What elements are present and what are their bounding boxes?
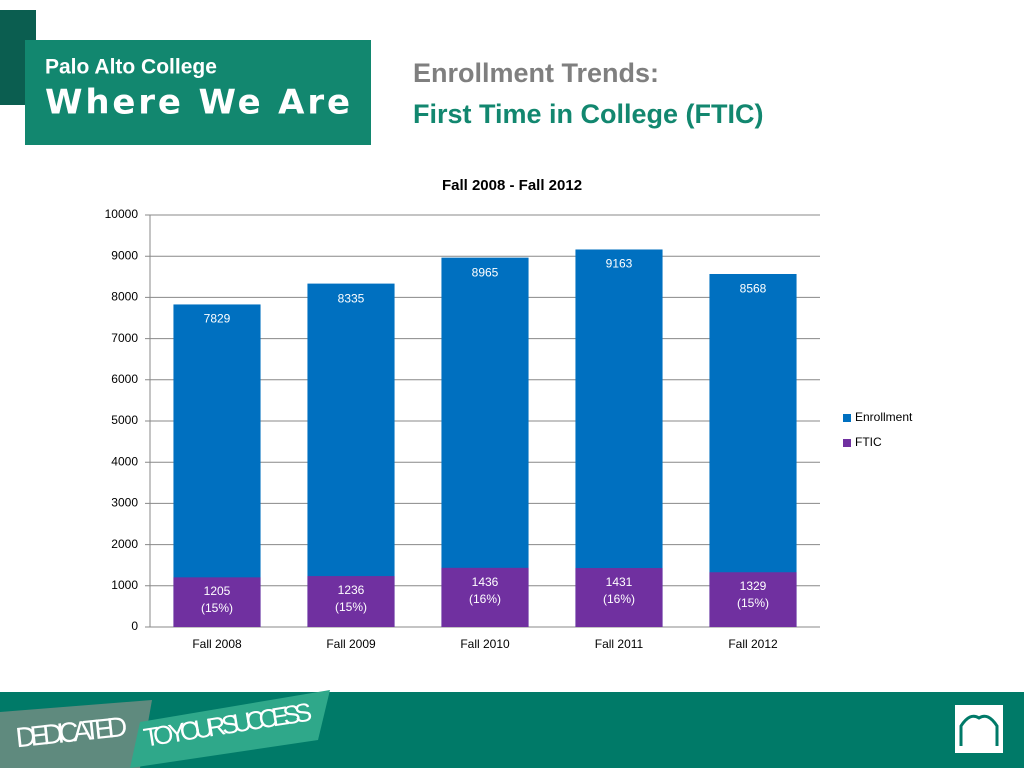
data-label: 1431 (16%) bbox=[602, 575, 636, 607]
data-label: 8965 bbox=[471, 265, 499, 280]
bar bbox=[307, 283, 395, 627]
data-label: 1436 (16%) bbox=[468, 574, 502, 606]
bar bbox=[709, 273, 797, 627]
y-tick-label: 2000 bbox=[111, 537, 138, 551]
bar bbox=[575, 249, 663, 627]
slide-title: Enrollment Trends: bbox=[413, 58, 659, 88]
x-tick-label: Fall 2011 bbox=[595, 637, 644, 651]
data-label: 7829 bbox=[203, 311, 231, 326]
legend-swatch bbox=[843, 439, 851, 447]
bar bbox=[575, 568, 663, 627]
bar bbox=[173, 577, 261, 627]
data-label: 8335 bbox=[337, 291, 365, 306]
logo-arch bbox=[959, 714, 999, 746]
y-tick-label: 10000 bbox=[105, 207, 139, 221]
legend-label: FTIC bbox=[855, 435, 882, 449]
x-tick-label: Fall 2009 bbox=[326, 637, 376, 651]
bar bbox=[709, 572, 797, 627]
y-tick-label: 0 bbox=[131, 619, 138, 633]
tagline: Where We Are bbox=[45, 83, 350, 123]
legend-swatch bbox=[843, 414, 851, 422]
bar bbox=[441, 567, 529, 627]
logo bbox=[955, 705, 1003, 753]
data-label: 9163 bbox=[605, 256, 633, 271]
chart-title: Fall 2008 - Fall 2012 bbox=[442, 177, 582, 194]
footer-tag bbox=[130, 690, 330, 768]
y-tick-label: 7000 bbox=[111, 331, 138, 345]
slide-subtitle: First Time in College (FTIC) bbox=[413, 99, 764, 129]
data-label: 1236 (15%) bbox=[334, 583, 368, 615]
x-tick-label: Fall 2012 bbox=[728, 637, 778, 651]
data-label: 1329 (15%) bbox=[736, 579, 770, 611]
y-tick-label: 8000 bbox=[111, 290, 138, 304]
y-tick-label: 6000 bbox=[111, 372, 138, 386]
header-box bbox=[25, 40, 371, 145]
y-tick-label: 1000 bbox=[111, 578, 138, 592]
legend-label: Enrollment bbox=[855, 410, 913, 424]
x-tick-label: Fall 2010 bbox=[460, 637, 510, 651]
y-tick-label: 3000 bbox=[111, 496, 138, 510]
y-tick-label: 5000 bbox=[111, 413, 138, 427]
college-name: Palo Alto College bbox=[45, 56, 217, 79]
data-label: 8568 bbox=[739, 281, 767, 296]
y-tick-label: 4000 bbox=[111, 454, 138, 468]
y-tick-label: 9000 bbox=[111, 248, 138, 262]
footer-tag bbox=[0, 700, 152, 768]
bar bbox=[307, 576, 395, 627]
bar bbox=[173, 304, 261, 627]
data-label: 1205 (15%) bbox=[200, 584, 234, 616]
x-tick-label: Fall 2008 bbox=[192, 637, 242, 651]
bar bbox=[441, 257, 529, 627]
